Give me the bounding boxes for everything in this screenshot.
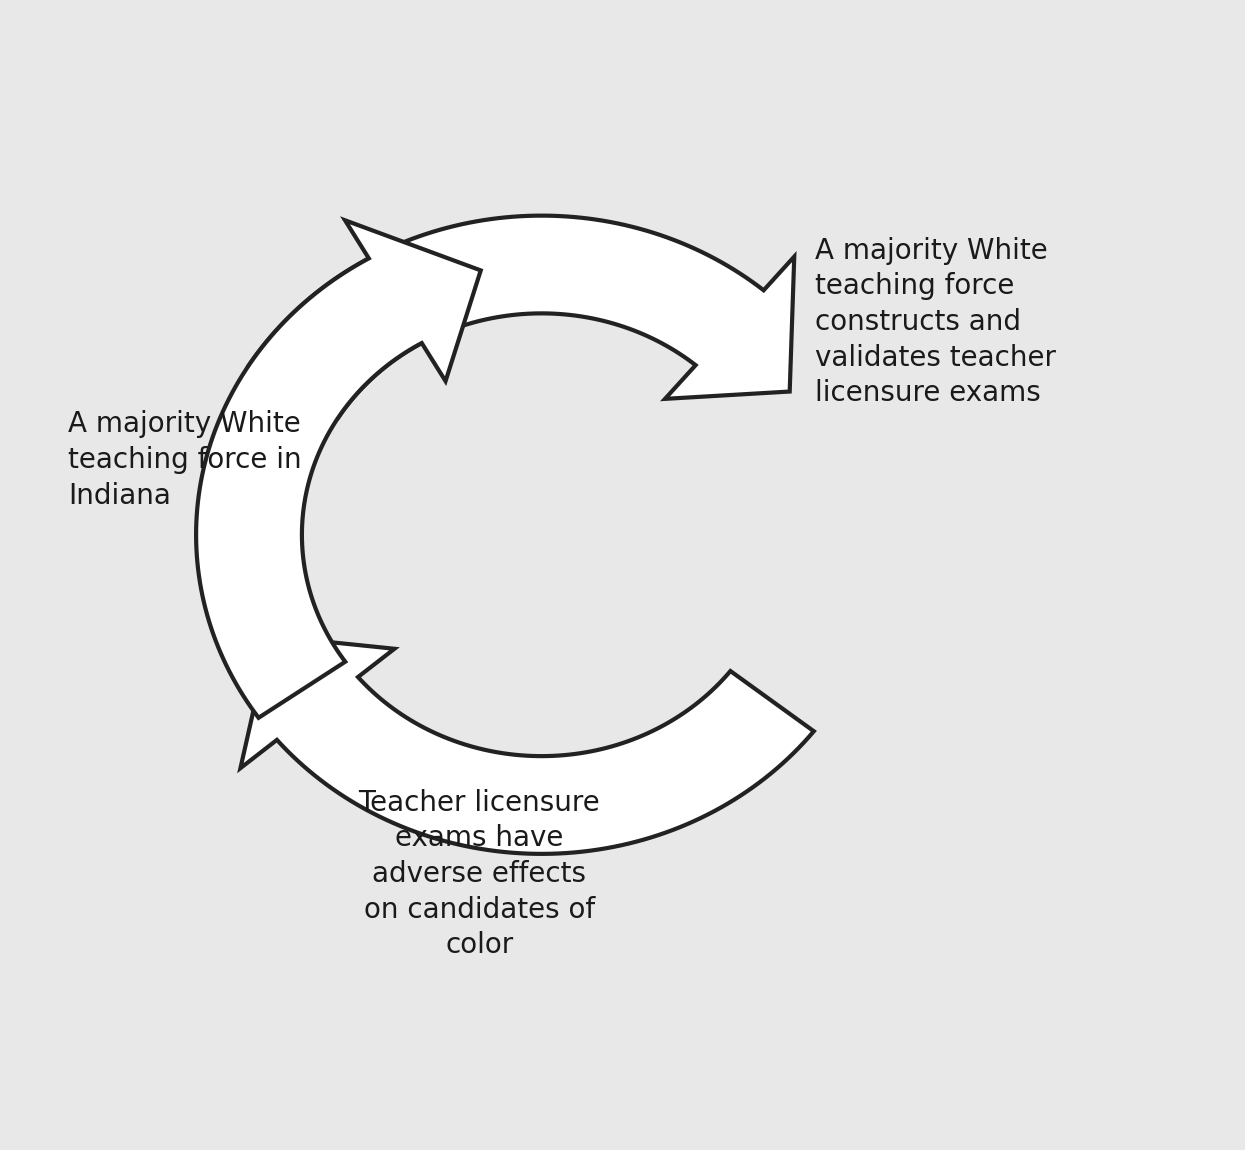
Polygon shape bbox=[197, 221, 481, 718]
Text: Teacher licensure
exams have
adverse effects
on candidates of
color: Teacher licensure exams have adverse eff… bbox=[359, 789, 600, 959]
Text: A majority White
teaching force
constructs and
validates teacher
licensure exams: A majority White teaching force construc… bbox=[815, 237, 1057, 407]
Polygon shape bbox=[249, 216, 794, 417]
Polygon shape bbox=[240, 636, 814, 853]
Text: A majority White
teaching force in
Indiana: A majority White teaching force in India… bbox=[68, 411, 303, 509]
